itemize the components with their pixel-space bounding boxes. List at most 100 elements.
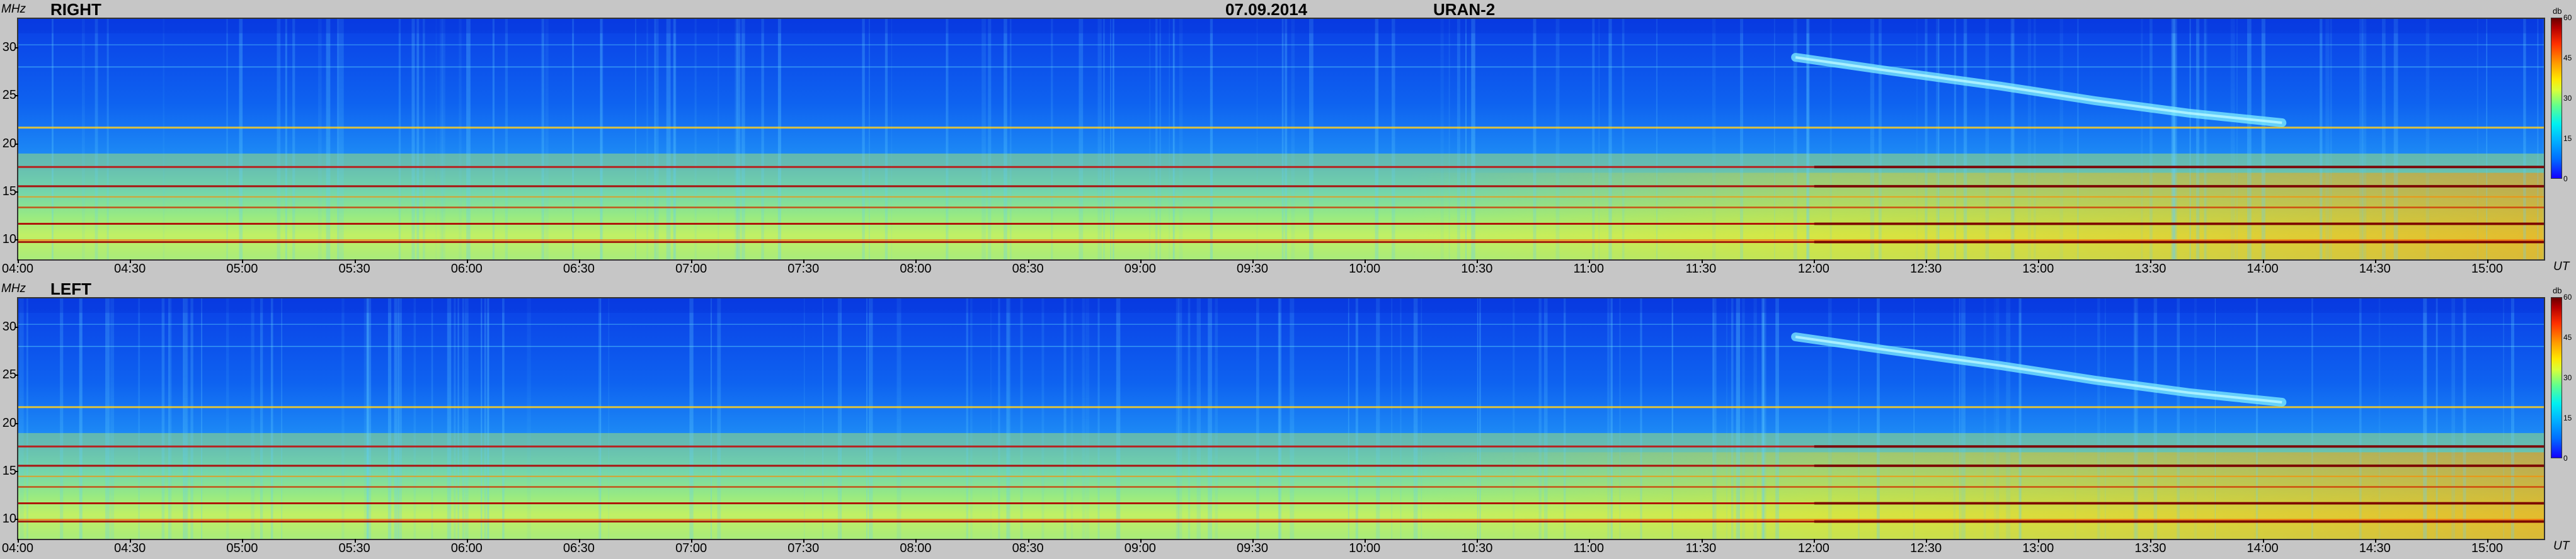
x-tick-label: 09:30 (1236, 541, 1269, 555)
interference-streak (183, 298, 188, 539)
spectrogram-left-plot (18, 298, 2544, 539)
interference-streak (492, 19, 495, 259)
interference-streak (600, 19, 602, 259)
interference-streak (1063, 298, 1067, 539)
interference-streak (990, 298, 992, 539)
interference-streak (527, 298, 531, 539)
interference-streak (1775, 298, 1779, 539)
interference-streak (1421, 298, 1423, 539)
interference-streak (761, 19, 764, 259)
interference-streak (2134, 298, 2138, 539)
interference-streak (337, 19, 340, 259)
interference-streak (1278, 298, 1281, 539)
interference-streak (413, 298, 416, 539)
interference-streak (2141, 19, 2143, 259)
interference-streak (1471, 19, 1475, 259)
interference-streak (1753, 298, 1757, 539)
interference-streak (226, 19, 228, 259)
interference-streak (2236, 19, 2238, 259)
panel-title-right: RIGHT (50, 0, 101, 19)
y-tick-mark (15, 375, 18, 376)
interference-streak (82, 19, 85, 259)
interference-streak (600, 19, 604, 259)
interference-streak (689, 298, 694, 539)
interference-streak (840, 298, 842, 539)
interference-streak (1176, 298, 1179, 539)
x-tick-mark (1365, 259, 1366, 263)
x-tick-mark (2487, 539, 2488, 543)
interference-streak (1954, 19, 1957, 259)
interference-streak (431, 298, 433, 539)
x-tick-label: 09:30 (1236, 262, 1269, 276)
x-tick-mark (466, 259, 468, 263)
interference-streak (1440, 19, 1444, 259)
interference-streak (891, 19, 892, 259)
interference-streak (505, 19, 508, 259)
interference-streak (2173, 19, 2177, 259)
interference-streak (1763, 298, 1766, 539)
spectrogram-left (17, 297, 2545, 540)
x-tick-label: 10:00 (1349, 262, 1381, 276)
x-tick-mark (130, 259, 132, 263)
x-tick-mark (1028, 259, 1029, 263)
x-tick-mark (242, 539, 244, 543)
y-tick-label: 10 (2, 232, 16, 247)
x-tick-mark (691, 539, 693, 543)
interference-streak (2393, 19, 2398, 259)
interference-streak (884, 19, 888, 259)
interference-streak (2255, 298, 2258, 539)
interference-streak (2028, 19, 2031, 259)
y-tick-label: 30 (2, 40, 16, 54)
interference-streak (1726, 298, 1727, 539)
interference-streak (2486, 19, 2488, 259)
interference-streak (339, 19, 344, 259)
interference-streak (1376, 298, 1380, 539)
x-tick-label: 05:00 (226, 262, 258, 276)
x-tick-label: 12:30 (1910, 541, 1942, 555)
interference-streak (1177, 298, 1182, 539)
interference-streak (1671, 298, 1673, 539)
interference-streak (138, 298, 140, 539)
x-tick-mark (2150, 259, 2152, 263)
interference-streak (281, 298, 283, 539)
y-tick-mark (15, 95, 18, 97)
interference-streak (110, 298, 115, 539)
y-tick-mark (15, 519, 18, 521)
x-tick-label: 10:30 (1461, 262, 1493, 276)
interference-streak (1392, 19, 1395, 259)
x-tick-label: 12:00 (1797, 541, 1829, 555)
interference-streak (1097, 19, 1102, 259)
interference-streak (52, 19, 54, 259)
interference-streak (2013, 19, 2015, 259)
x-tick-mark (18, 259, 19, 263)
x-tick-label: 04:00 (2, 262, 34, 276)
interference-streak (2204, 19, 2206, 259)
x-tick-label: 08:00 (900, 541, 932, 555)
x-tick-mark (1252, 259, 1254, 263)
interference-streak (1761, 298, 1765, 539)
interference-streak (1215, 298, 1218, 539)
colorbar-tick-label: 15 (2563, 134, 2572, 143)
interference-streak (2019, 298, 2022, 539)
interference-streak (1916, 19, 1918, 259)
x-tick-mark (1813, 259, 1815, 263)
x-tick-mark (1589, 259, 1591, 263)
interference-streak (1070, 298, 1073, 539)
interference-streak (1097, 298, 1100, 539)
high-frequency-band (18, 19, 2544, 33)
x-tick-label: 14:30 (2359, 262, 2391, 276)
interference-streak (998, 298, 1000, 539)
interference-streak (1925, 19, 1927, 259)
interference-streak (1513, 298, 1515, 539)
interference-streak (94, 19, 98, 259)
x-tick-mark (1926, 259, 1928, 263)
x-tick-mark (130, 539, 132, 543)
y-axis-unit-right: MHz (1, 3, 26, 16)
interference-streak (1619, 298, 1621, 539)
interference-streak (1285, 19, 1288, 259)
interference-streak (1793, 19, 1797, 259)
interference-streak (2451, 298, 2455, 539)
interference-streak (1082, 298, 1085, 539)
x-tick-mark (1028, 539, 1029, 543)
x-tick-label: 04:30 (114, 262, 146, 276)
